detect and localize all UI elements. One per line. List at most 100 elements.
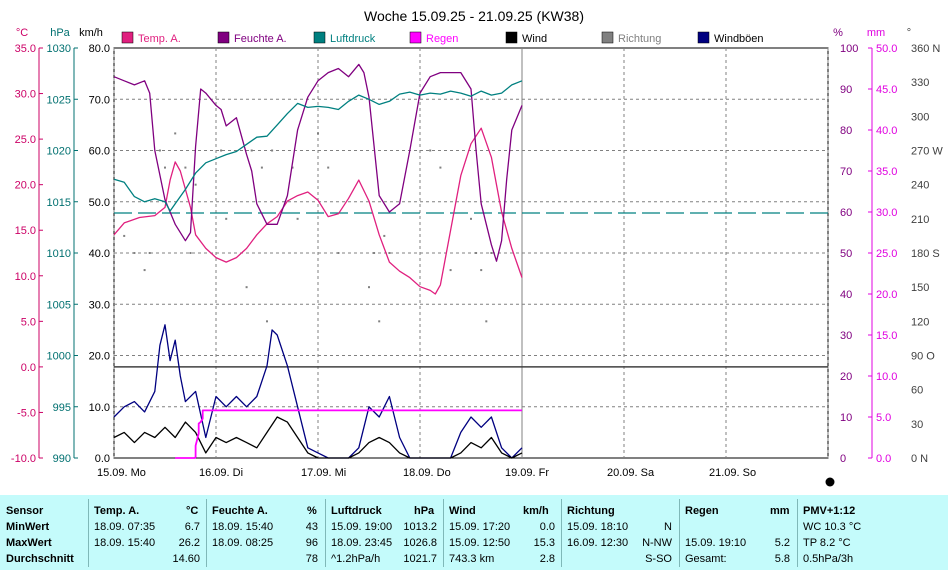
- direction-point: [317, 132, 319, 135]
- series-line-wind: [113, 416, 523, 459]
- direction-point: [266, 320, 268, 323]
- humidity-unit-label: %: [833, 27, 843, 39]
- wind-tick-label: 70.0: [89, 94, 110, 106]
- header-direction: Richtung: [567, 505, 615, 517]
- direction-point: [194, 183, 197, 186]
- humidity-tick-label: 90: [840, 84, 852, 96]
- header-wind: Wind: [449, 505, 476, 517]
- row-label-max: MaxWert: [6, 537, 52, 549]
- temp-tick-label: 15.0: [15, 225, 36, 237]
- direction-tick-label: 240: [911, 180, 929, 192]
- stat-min-wind-val: 0.0: [539, 521, 555, 533]
- x-tick-label: 17.09. Mi: [301, 467, 346, 479]
- legend-label: Feuchte A.: [234, 33, 287, 45]
- stat-avg-press-val: 1021.7: [403, 553, 437, 565]
- pressure-tick-label: 995: [53, 402, 71, 414]
- stat-min-pmv: WC 10.3 °C: [803, 521, 862, 533]
- wind-tick-label: 0.0: [95, 453, 110, 465]
- direction-tick-label: 150: [911, 282, 929, 294]
- direction-point: [158, 149, 161, 152]
- wind-tick-label: 10.0: [89, 402, 110, 414]
- stat-avg-press-time: ^1.2hPa/h: [331, 553, 381, 565]
- stat-max-dir-val: N-NW: [642, 537, 672, 549]
- header-humidity-unit: %: [307, 505, 317, 517]
- pressure-tick-label: 1025: [47, 94, 71, 106]
- x-tick-label: 19.09. Fr: [505, 467, 549, 479]
- pressure-tick-label: 1015: [47, 197, 71, 209]
- pressure-tick-label: 1005: [47, 299, 71, 311]
- temp-tick-label: 10.0: [15, 271, 36, 283]
- rain-tick-label: 5.0: [876, 412, 891, 424]
- humidity-tick-label: 0: [840, 453, 846, 465]
- direction-unit-label: °: [907, 27, 911, 39]
- statistics-table: Sensor Temp. A. °C Feuchte A. % Luftdruc…: [0, 495, 948, 570]
- stat-max-rain-time: 15.09. 19:10: [685, 537, 747, 549]
- direction-tick-label: 270 W: [911, 146, 943, 158]
- legend-swatch: [313, 31, 326, 44]
- chart-title: Woche 15.09.25 - 21.09.25 (KW38): [364, 8, 584, 24]
- direction-point: [271, 149, 274, 152]
- direction-point: [296, 217, 299, 220]
- direction-tick-label: 210: [911, 214, 929, 226]
- direction-point: [225, 217, 228, 220]
- legend-swatch: [217, 31, 230, 44]
- direction-point: [143, 269, 146, 272]
- stat-max-dir-time: 16.09. 12:30: [567, 537, 629, 549]
- stat-avg-hum-val: 78: [305, 553, 318, 565]
- rain-unit-label: mm: [867, 27, 885, 39]
- record-indicator-icon: [825, 477, 835, 487]
- pressure-tick-label: 1030: [47, 43, 71, 55]
- rain-tick-label: 50.0: [876, 43, 897, 55]
- stat-avg-pmv: 0.5hPa/3h: [803, 553, 854, 565]
- stat-max-pmv: TP 8.2 °C: [803, 537, 851, 549]
- direction-point: [337, 252, 340, 254]
- direction-tick-label: 90 O: [911, 351, 935, 363]
- direction-point: [490, 252, 493, 254]
- stat-avg-wind-time: 743.3 km: [449, 553, 495, 565]
- weather-chart: 35.0 30.0 25.0 20.0 15.0 10.0 5.0 0.0 -5.0 -10.0 °…: [11, 8, 943, 487]
- direction-point: [439, 166, 442, 169]
- direction-point: [174, 132, 177, 135]
- x-tick-label: 18.09. Do: [403, 467, 451, 479]
- pressure-tick-label: 1010: [47, 248, 71, 260]
- wind-tick-label: 40.0: [89, 248, 110, 260]
- legend-label: Windböen: [714, 33, 764, 45]
- direction-point: [378, 320, 381, 323]
- temp-tick-label: 5.0: [21, 316, 36, 328]
- humidity-tick-label: 30: [840, 330, 852, 342]
- direction-point: [148, 252, 151, 254]
- direction-point: [383, 234, 386, 237]
- rain-tick-label: 20.0: [876, 289, 897, 301]
- series-line-regen: [175, 409, 522, 459]
- legend-label: Luftdruck: [330, 33, 376, 45]
- rain-tick-label: 30.0: [876, 207, 897, 219]
- stat-max-temp-val: 26.2: [178, 537, 200, 549]
- legend-swatch: [409, 31, 422, 44]
- wind-unit-label: km/h: [79, 27, 103, 39]
- stat-avg-rain-val: 5.8: [774, 553, 790, 565]
- direction-tick-label: 30: [911, 419, 923, 431]
- stat-min-temp-time: 18.09. 07:35: [94, 521, 156, 533]
- stat-min-hum-val: 43: [305, 521, 318, 533]
- header-pmv: PMV+1:12: [803, 505, 856, 517]
- stat-max-wind-val: 15.3: [533, 537, 555, 549]
- stat-max-wind-time: 15.09. 12:50: [449, 537, 511, 549]
- pressure-tick-label: 1000: [47, 351, 71, 363]
- direction-tick-label: 180 S: [911, 248, 940, 260]
- direction-point: [373, 252, 376, 254]
- direction-point: [189, 252, 192, 254]
- wind-tick-label: 20.0: [89, 351, 110, 363]
- row-label-avg: Durchschnitt: [6, 553, 74, 565]
- wind-tick-label: 50.0: [89, 197, 110, 209]
- series-line-feuchte-a-: [113, 63, 523, 262]
- direction-point: [485, 320, 488, 323]
- legend-swatch: [505, 31, 518, 44]
- direction-tick-label: 300: [911, 111, 929, 123]
- temp-tick-label: 20.0: [15, 180, 36, 192]
- direction-point: [327, 166, 330, 169]
- header-rain: Regen: [685, 505, 719, 517]
- legend-swatch: [121, 31, 134, 44]
- rain-tick-label: 15.0: [876, 330, 897, 342]
- stat-max-temp-time: 18.09. 15:40: [94, 537, 156, 549]
- stat-min-press-val: 1013.2: [403, 521, 437, 533]
